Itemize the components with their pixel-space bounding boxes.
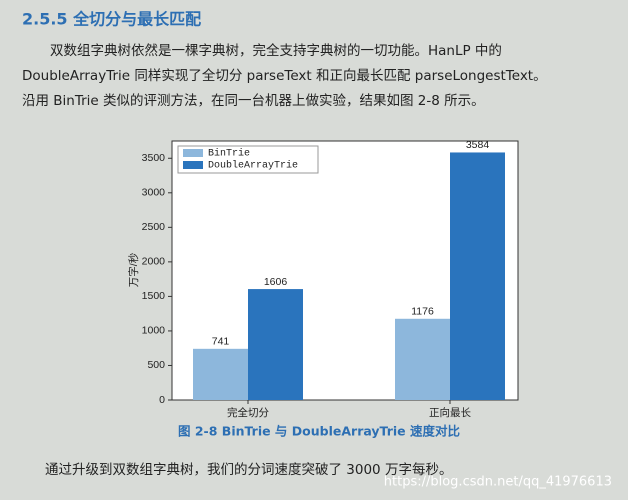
bar [248,289,303,400]
legend-swatch [183,161,203,169]
y-axis-label: 万字/秒 [127,252,140,287]
x-tick-label: 完全切分 [227,406,269,419]
footer-text: 通过升级到双数组字典树，我们的分词速度突破了 3000 万字每秒。 [45,462,452,478]
legend-label: DoubleArrayTrie [208,160,298,172]
bar [450,152,505,400]
bar [395,318,450,400]
legend-label: BinTrie [208,148,250,160]
paragraph-line: 沿用 BinTrie 类似的评测方法，在同一台机器上做实验，结果如图 2-8 所… [22,93,485,109]
section-title: 2.5.5 全切分与最长匹配 [22,10,201,29]
watermark: https://blog.csdn.net/qq_41976613 [384,475,612,490]
paragraph-line: DoubleArrayTrie 同样实现了全切分 parseText 和正向最长… [22,67,547,84]
bar [193,348,248,400]
value-label: 1606 [264,276,288,288]
y-tick-label: 3000 [142,187,166,199]
value-label: 741 [212,336,230,348]
figure-caption: 图 2-8 BinTrie 与 DoubleArrayTrie 速度对比 [178,424,460,439]
legend-swatch [183,149,203,157]
y-tick-label: 1500 [142,290,166,302]
value-label: 3584 [466,139,490,151]
y-tick-label: 2000 [142,256,166,268]
paragraph-line: 双数组字典树依然是一棵字典树，完全支持字典树的一切功能。HanLP 中的 [50,42,502,59]
y-tick-label: 2500 [142,221,166,233]
x-tick-label: 正向最长 [429,406,471,419]
y-tick-label: 3500 [142,152,166,164]
value-label: 1176 [411,306,434,318]
y-tick-label: 0 [159,394,165,406]
y-tick-label: 1000 [142,325,166,337]
y-tick-label: 500 [147,359,165,371]
